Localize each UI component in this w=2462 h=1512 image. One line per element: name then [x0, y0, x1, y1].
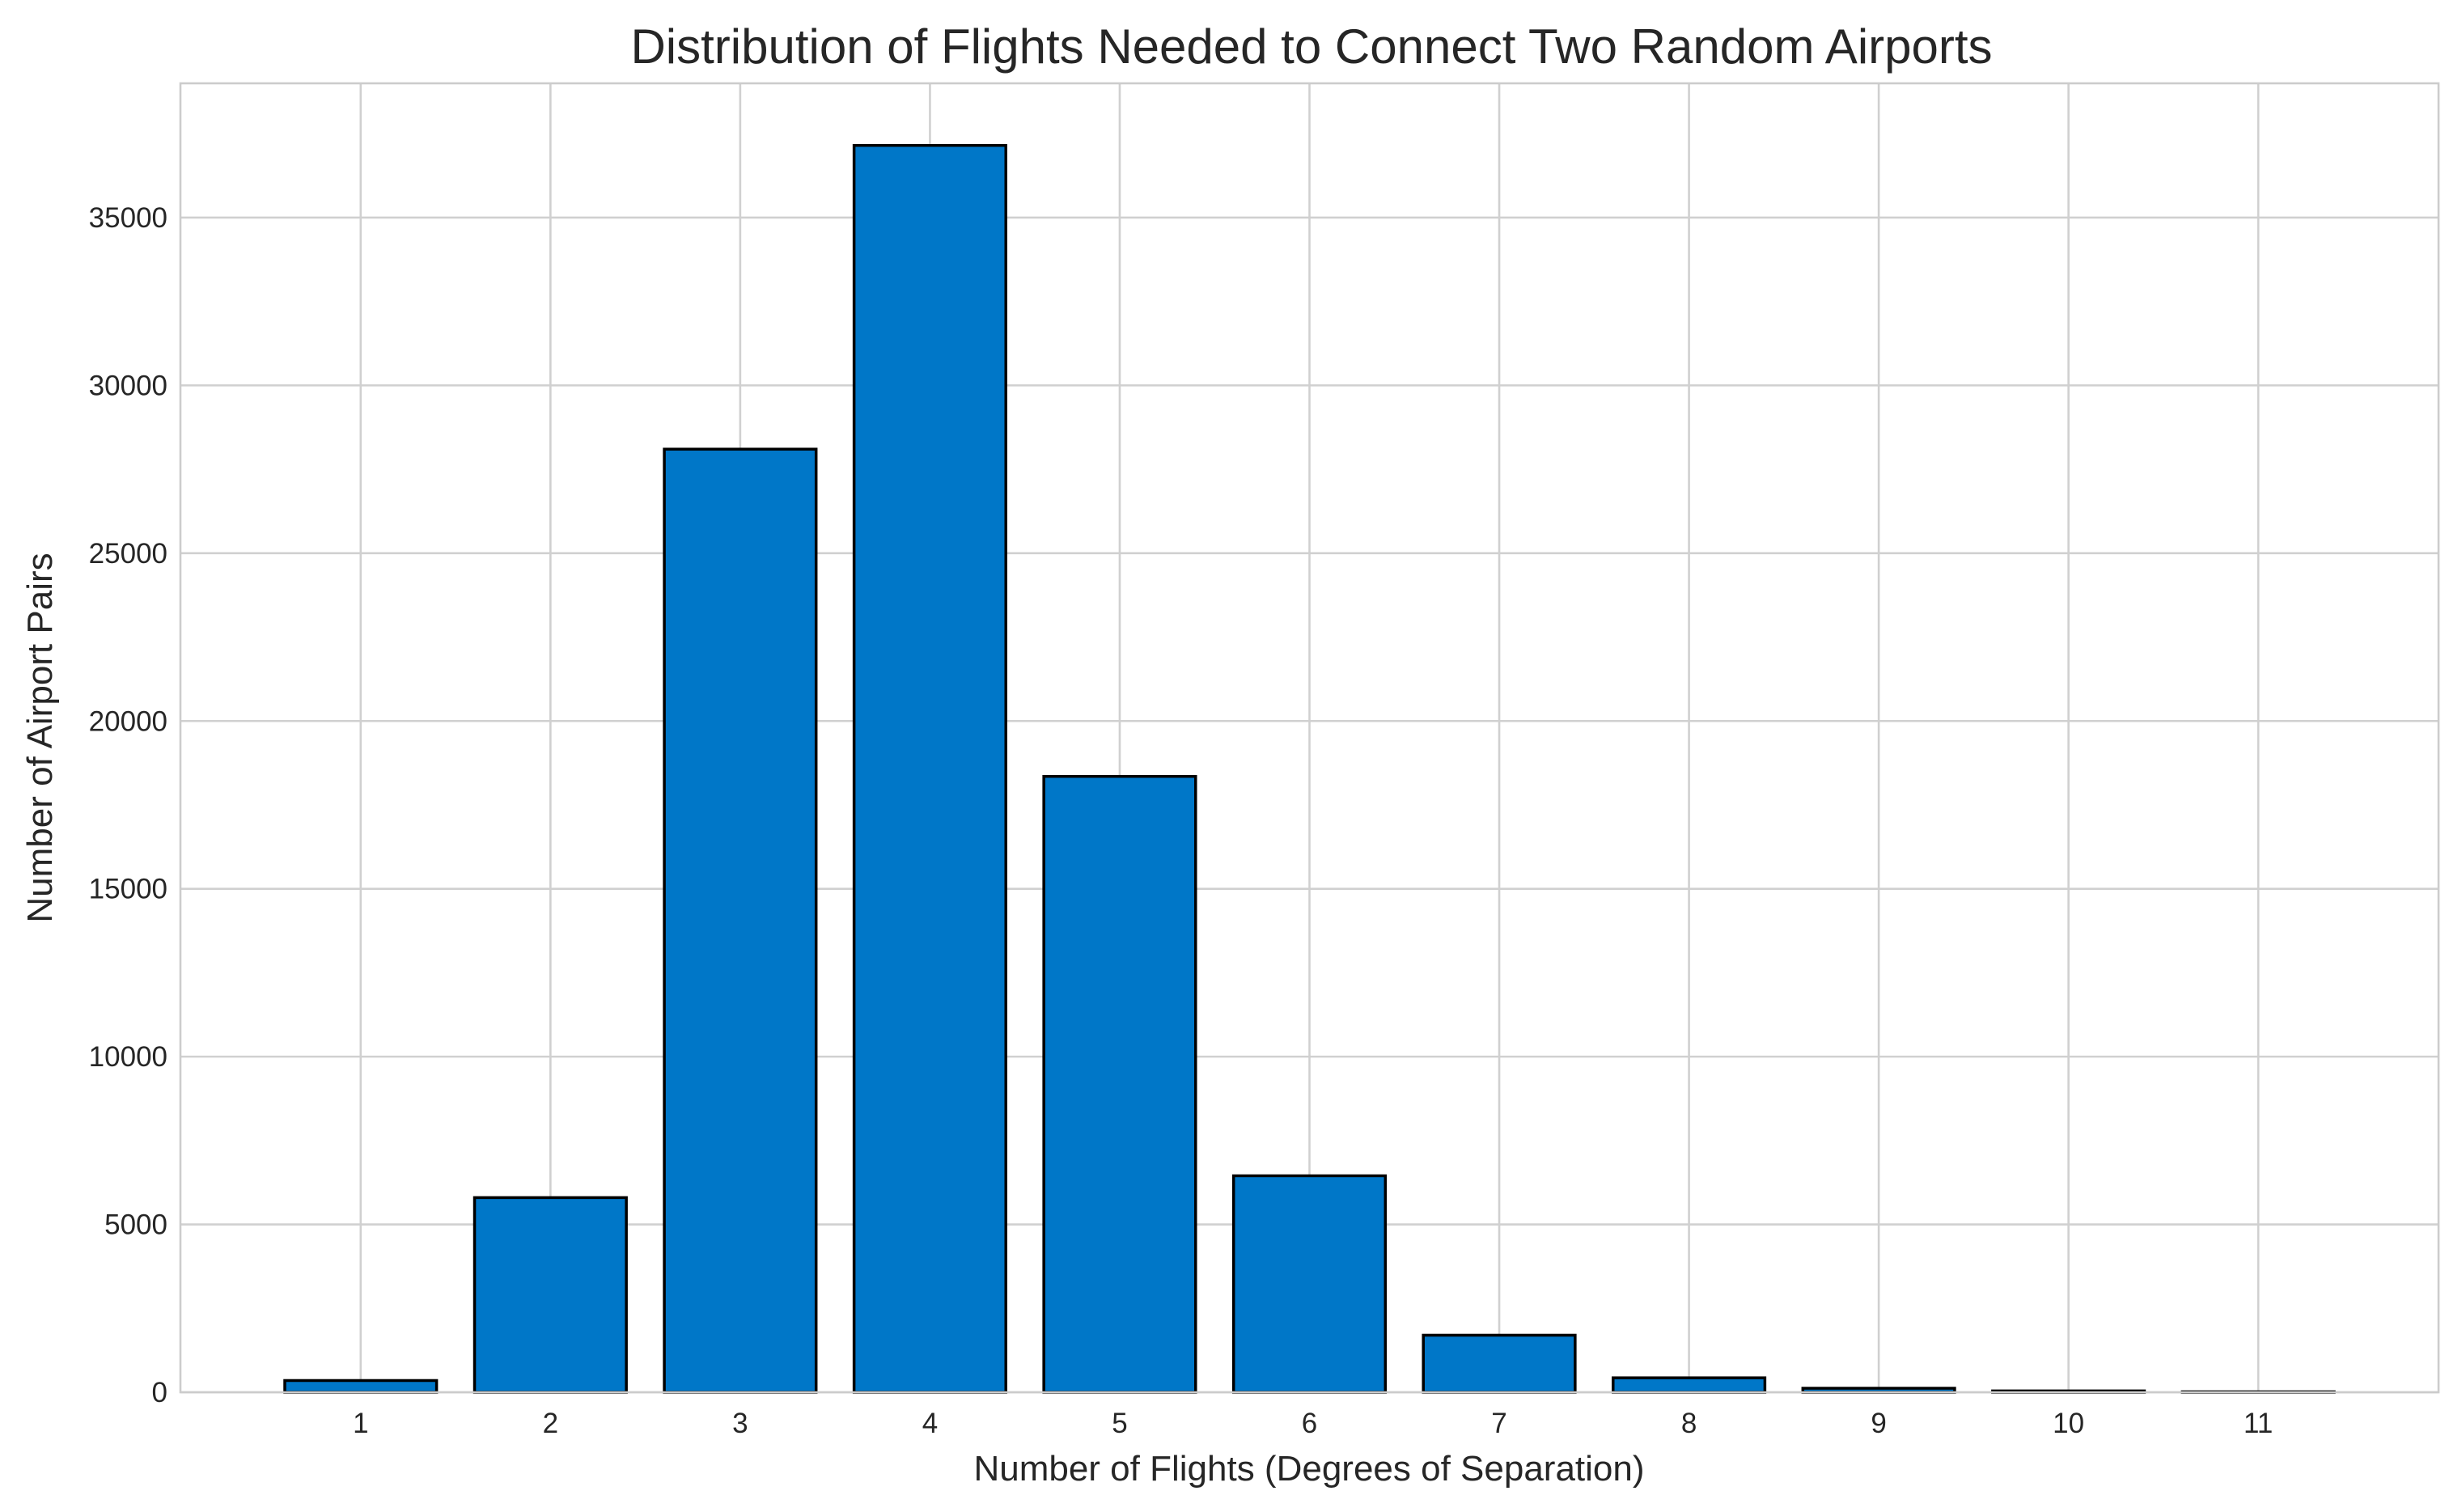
x-tick-labels: 1 2 3 4 5 6 7 8 9 10 11 [353, 1408, 2273, 1439]
x-tick-label: 7 [1491, 1408, 1506, 1439]
y-tick-label: 0 [152, 1377, 167, 1408]
bar-7 [1422, 1333, 1577, 1394]
bar-1 [283, 1379, 439, 1394]
chart-title: Distribution of Flights Needed to Connec… [630, 19, 1992, 74]
bar-5 [1042, 774, 1197, 1394]
x-axis-label: Number of Flights (Degrees of Separation… [973, 1449, 1644, 1489]
y-tick-label: 35000 [89, 202, 167, 234]
bar-4 [852, 144, 1007, 1394]
bar-2 [472, 1196, 628, 1394]
bar-8 [1612, 1376, 1767, 1394]
y-tick-label: 5000 [104, 1209, 167, 1241]
x-tick-label: 9 [1871, 1408, 1886, 1439]
y-tick-label: 20000 [89, 705, 167, 737]
y-tick-label: 10000 [89, 1041, 167, 1073]
bar-3 [663, 447, 818, 1394]
x-tick-label: 11 [2244, 1408, 2273, 1439]
x-tick-label: 1 [353, 1408, 368, 1439]
x-tick-label: 5 [1112, 1408, 1127, 1439]
y-axis-label: Number of Airport Pairs [20, 553, 60, 922]
y-tick-labels: 0 5000 10000 15000 20000 25000 30000 35000 [89, 202, 167, 1408]
x-tick-label: 2 [543, 1408, 558, 1439]
bar-6 [1231, 1174, 1388, 1394]
x-tick-label: 3 [732, 1408, 748, 1439]
bars [283, 144, 2336, 1394]
x-tick-label: 6 [1302, 1408, 1317, 1439]
x-tick-label: 8 [1681, 1408, 1697, 1439]
plot-frame [179, 82, 2440, 1394]
y-tick-label: 15000 [89, 874, 167, 905]
y-tick-label: 30000 [89, 370, 167, 401]
y-tick-label: 25000 [89, 538, 167, 570]
x-tick-label: 10 [2053, 1408, 2084, 1439]
x-tick-label: 4 [922, 1408, 938, 1439]
